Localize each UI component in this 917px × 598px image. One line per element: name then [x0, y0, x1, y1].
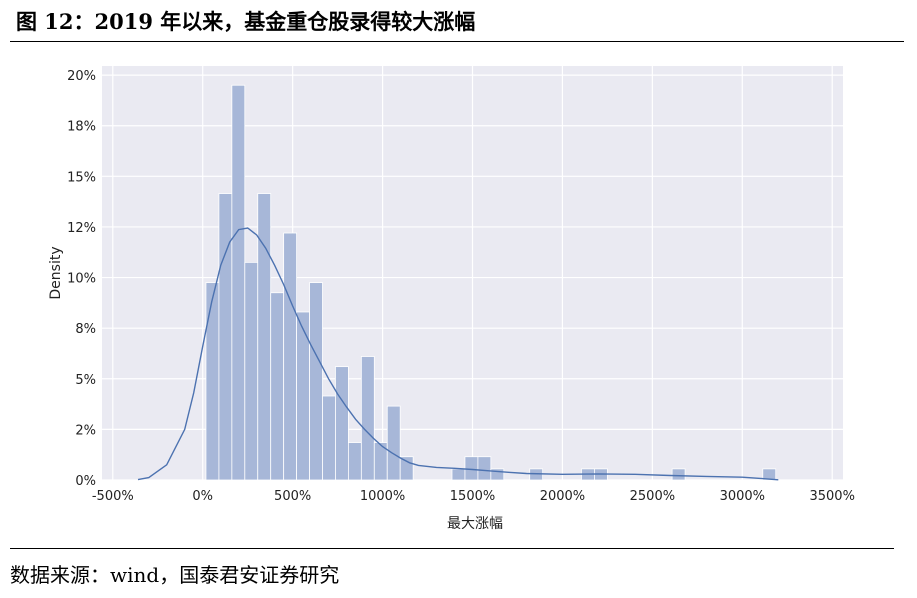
- data-source: 数据来源：wind，国泰君安证券研究: [10, 563, 340, 587]
- y-tick-label: 0%: [75, 474, 96, 489]
- histogram-bar: [205, 282, 220, 481]
- histogram-bar: [490, 468, 505, 481]
- histogram-bar: [348, 442, 362, 481]
- x-tick-label: 2000%: [540, 489, 585, 504]
- x-tick-label: 1000%: [360, 489, 405, 504]
- title-rule: [10, 41, 904, 42]
- histogram-bar: [322, 395, 336, 481]
- x-tick-label: 0%: [192, 489, 213, 504]
- figure-title: 图 12：2019 年以来，基金重仓股录得较大涨幅: [16, 9, 476, 34]
- histogram-bar: [257, 193, 272, 481]
- y-axis-label: Density: [48, 246, 64, 299]
- histogram-bar: [218, 193, 233, 481]
- x-tick-label: 2500%: [630, 489, 675, 504]
- x-axis-label: 最大涨幅: [447, 516, 503, 532]
- y-tick-label: 8%: [75, 322, 96, 337]
- y-tick-label: 12%: [67, 221, 96, 236]
- y-tick-label: 20%: [67, 69, 96, 84]
- histogram-bar: [451, 468, 466, 481]
- histogram-bar: [399, 456, 414, 481]
- x-tick-label: -500%: [92, 489, 134, 504]
- histogram-bar: [244, 261, 259, 481]
- y-tick-label: 15%: [67, 170, 96, 185]
- source-rule: [10, 548, 894, 549]
- x-tick-label: 3000%: [720, 489, 765, 504]
- kde-curve: [137, 227, 779, 481]
- histogram-bar: [283, 232, 298, 481]
- histogram-bar: [464, 456, 479, 481]
- y-tick-label: 10%: [67, 272, 96, 287]
- histogram-bar: [671, 468, 686, 481]
- histogram-bar: [386, 405, 401, 481]
- y-tick-label: 5%: [75, 373, 96, 388]
- histogram-bar: [335, 366, 349, 481]
- histogram-bar: [360, 356, 375, 481]
- histogram-bar: [762, 468, 777, 481]
- x-axis-ticks: -500% 0% 500% 1000% 1500% 2000% 2500% 3000% 3500…: [92, 489, 855, 504]
- histogram-bar: [270, 292, 285, 481]
- histogram-bar: [231, 84, 246, 481]
- histogram-bar: [477, 456, 492, 481]
- x-tick-label: 3500%: [809, 489, 854, 504]
- histogram-bar: [309, 282, 323, 481]
- x-tick-label: 500%: [274, 489, 311, 504]
- y-tick-label: 2%: [75, 423, 96, 438]
- y-tick-label: 18%: [67, 120, 96, 135]
- y-axis-ticks: 0% 2% 5% 8% 10% 12% 15% 18% 20%: [67, 69, 96, 489]
- x-tick-label: 1500%: [450, 489, 495, 504]
